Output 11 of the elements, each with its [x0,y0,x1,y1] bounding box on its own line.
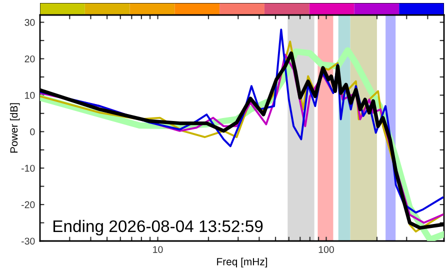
y-tick-label: -10 [22,164,35,172]
x-tick-label: 100 [318,246,334,253]
y-tick-label: 0 [30,128,35,136]
y-tick-label: -30 [22,238,35,245]
y-tick-label: 10 [25,92,35,99]
y-tick-label: -20 [22,201,35,208]
y-axis-title: Power [dB] [10,103,20,153]
y-tick-label: 20 [24,55,35,62]
y-tick-label: 30 [24,19,35,26]
x-axis-title: Freq [mHz] [217,258,268,268]
annotation: Ending 2026-08-04 13:52:59 [53,220,263,236]
